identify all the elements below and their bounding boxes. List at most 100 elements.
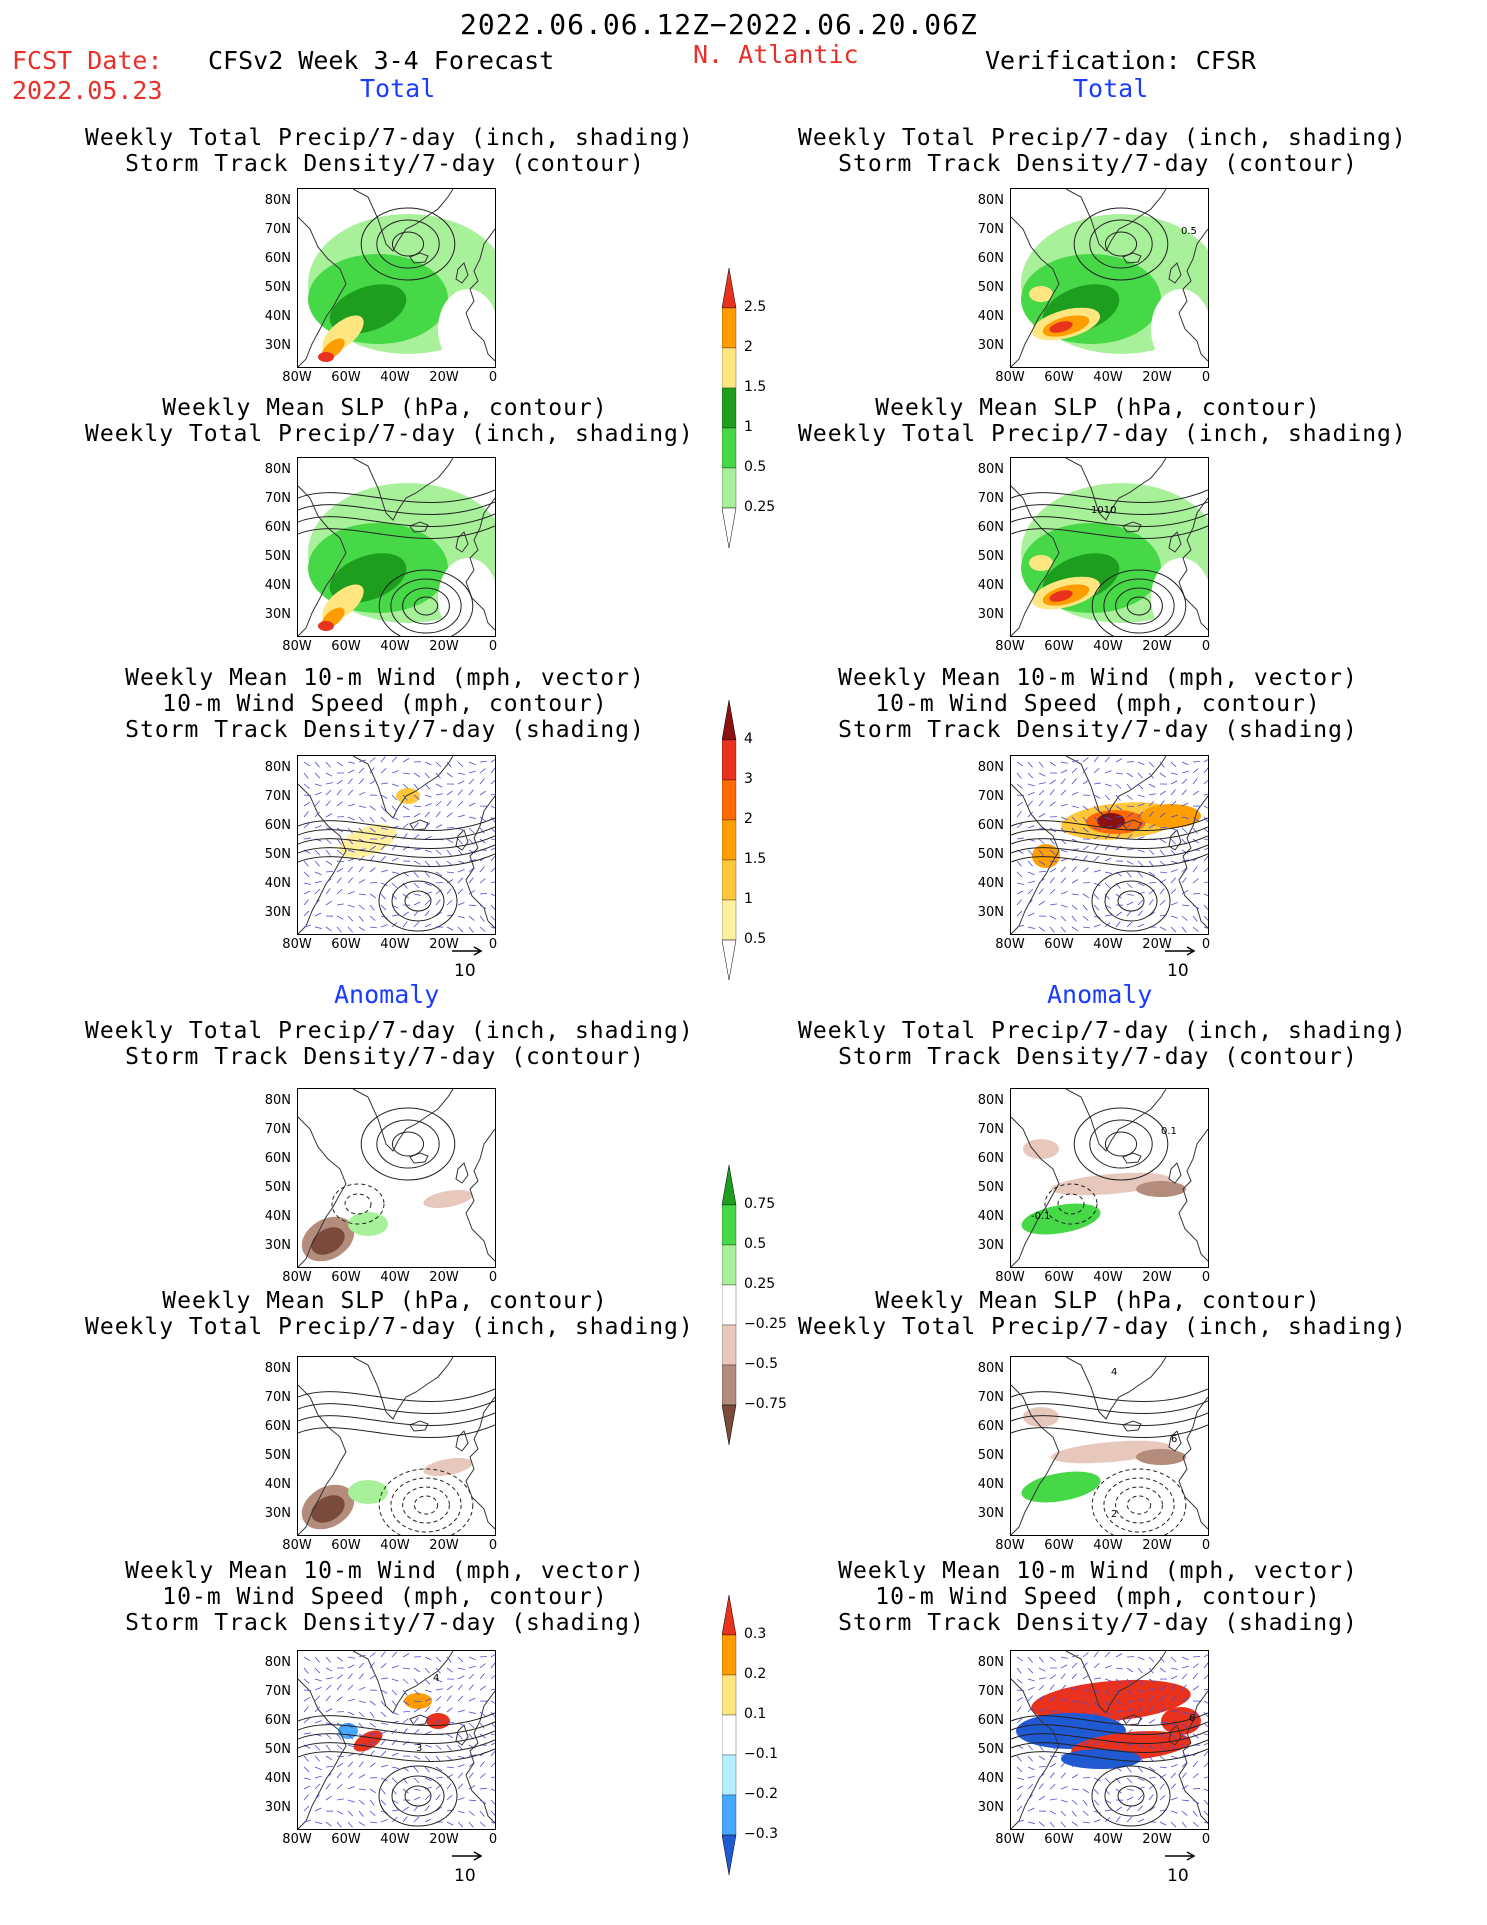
track-area [1141,804,1201,828]
lat-tick-label: 30N [264,338,291,353]
precip-anom [423,1190,473,1208]
slp-contour [1011,1400,1208,1414]
slp-contour [298,501,495,515]
lat-tick-label: 60N [264,251,291,266]
panel-title-line: 10-m Wind Speed (mph, contour) [162,691,608,717]
colorbar-label: 2 [744,339,753,355]
lon-tick-label: 40W [1093,937,1123,952]
wind-vectors [303,756,495,933]
vector-ref-value: 10 [454,1866,476,1886]
lon-tick-label: 0 [488,639,498,654]
colorbar-swatch [721,1674,737,1716]
lat-tick-label: 50N [264,847,291,862]
coastline [298,1357,495,1535]
precip-anom [1023,1407,1059,1427]
lon-tick-label: 80W [282,1270,312,1285]
colorbar-swatch [721,1594,737,1636]
slp-contour [1103,578,1175,634]
lon-tick-label: 80W [282,370,312,385]
slp-contour [1011,513,1208,527]
lon-tick-label: 0 [1201,1538,1211,1553]
panel-title-line: 10-m Wind Speed (mph, contour) [875,1584,1321,1610]
slp-contour [1011,501,1208,515]
lon-tick-label: 60W [331,1538,361,1553]
lat-tick-label: 50N [977,1180,1004,1195]
storm-track-contour [376,219,440,269]
colorbar-swatch [721,859,737,901]
lon-tick-label: 0 [1201,370,1211,385]
lat-tick-label: 80N [977,193,1004,208]
wind-speed-contour [298,844,495,858]
colorbar-swatch [721,267,737,309]
lon-tick-label: 60W [1044,1832,1074,1847]
contour-label: 1010 [1091,505,1116,516]
panel-title-line: Weekly Total Precip/7-day (inch, shading… [798,1018,1407,1044]
colorbar-label: 0.5 [744,931,767,947]
lat-tick-label: 70N [264,1684,291,1699]
precip-area [318,621,334,631]
lat-tick-label: 80N [264,1655,291,1670]
map-panel-wind-total-left [297,755,496,935]
colorbar-swatch [721,1754,737,1796]
lat-tick-label: 40N [264,309,291,324]
lat-tick-label: 60N [977,1713,1004,1728]
track-anom [404,1693,432,1709]
wind-speed-contour [1011,1730,1208,1744]
wind-speed-contour [404,1785,432,1807]
colorbar-track-total: 4 3 2 1.5 1 0.5 [721,699,766,1024]
track-anom [1031,1679,1191,1723]
contour-label: 4 [433,1673,439,1684]
slp-contour [1011,1412,1208,1426]
lat-tick-label: 70N [264,222,291,237]
colorbar-label: 2.5 [744,299,767,315]
lat-tick-label: 50N [264,549,291,564]
precip-anom [1136,1181,1186,1197]
slp-contour [298,1388,495,1402]
panel-title-line: Weekly Total Precip/7-day (inch, shading… [798,421,1407,447]
vector-ref-value: 10 [1167,961,1189,981]
lon-tick-label: 20W [1142,1832,1172,1847]
wind-speed-contour [298,817,495,831]
lat-tick-label: 60N [977,818,1004,833]
precip-anom [311,1227,345,1255]
map-panel-precip_track-anom-right: 0.1 -0.1 [1010,1088,1209,1268]
wind-speed-contour [378,870,458,932]
lon-tick-label: 0 [488,370,498,385]
lat-tick-label: 50N [264,1742,291,1757]
slp-contour [402,587,450,625]
wind-speed-contour [391,1775,445,1817]
lat-tick-label: 60N [977,251,1004,266]
slp-contour [1011,489,1208,503]
no-precip-area [1151,558,1208,636]
lon-tick-label: 40W [380,1832,410,1847]
panel-title-line: 10-m Wind Speed (mph, contour) [162,1584,608,1610]
colorbar-swatch [721,779,737,821]
colorbar-label: −0.2 [744,1786,778,1802]
storm-track-contour [391,231,425,257]
map-panel-slp_precip-total-left [297,457,496,637]
lat-tick-label: 40N [977,1771,1004,1786]
lat-tick-label: 60N [264,1151,291,1166]
colorbar-label: 0.25 [744,499,776,515]
lat-tick-label: 50N [977,1742,1004,1757]
panel-title-line: Weekly Total Precip/7-day (inch, shading… [85,1018,694,1044]
wind-speed-contour [298,1730,495,1744]
panel-title-line: Weekly Total Precip/7-day (inch, shading… [798,125,1407,151]
slp-contour [298,525,495,539]
panel-title-line: 10-m Wind Speed (mph, contour) [875,691,1321,717]
lon-tick-label: 80W [995,1832,1025,1847]
lon-tick-label: 40W [380,1538,410,1553]
precip-area [1049,321,1073,333]
lat-tick-label: 50N [264,1448,291,1463]
lat-tick-label: 40N [264,1771,291,1786]
map-panel-wind-anom-right: 6 [1010,1650,1209,1830]
colorbar-swatch [721,507,737,549]
contour-label: 2 [1111,1509,1117,1520]
map-panel-slp_precip-total-right: 1010 [1010,457,1209,637]
lat-tick-label: 80N [264,1093,291,1108]
colorbar-label: 0.5 [744,459,767,475]
lon-tick-label: 80W [995,1270,1025,1285]
lat-tick-label: 30N [977,338,1004,353]
map-panel-precip_track-anom-left [297,1088,496,1268]
lat-tick-label: 60N [264,1713,291,1728]
